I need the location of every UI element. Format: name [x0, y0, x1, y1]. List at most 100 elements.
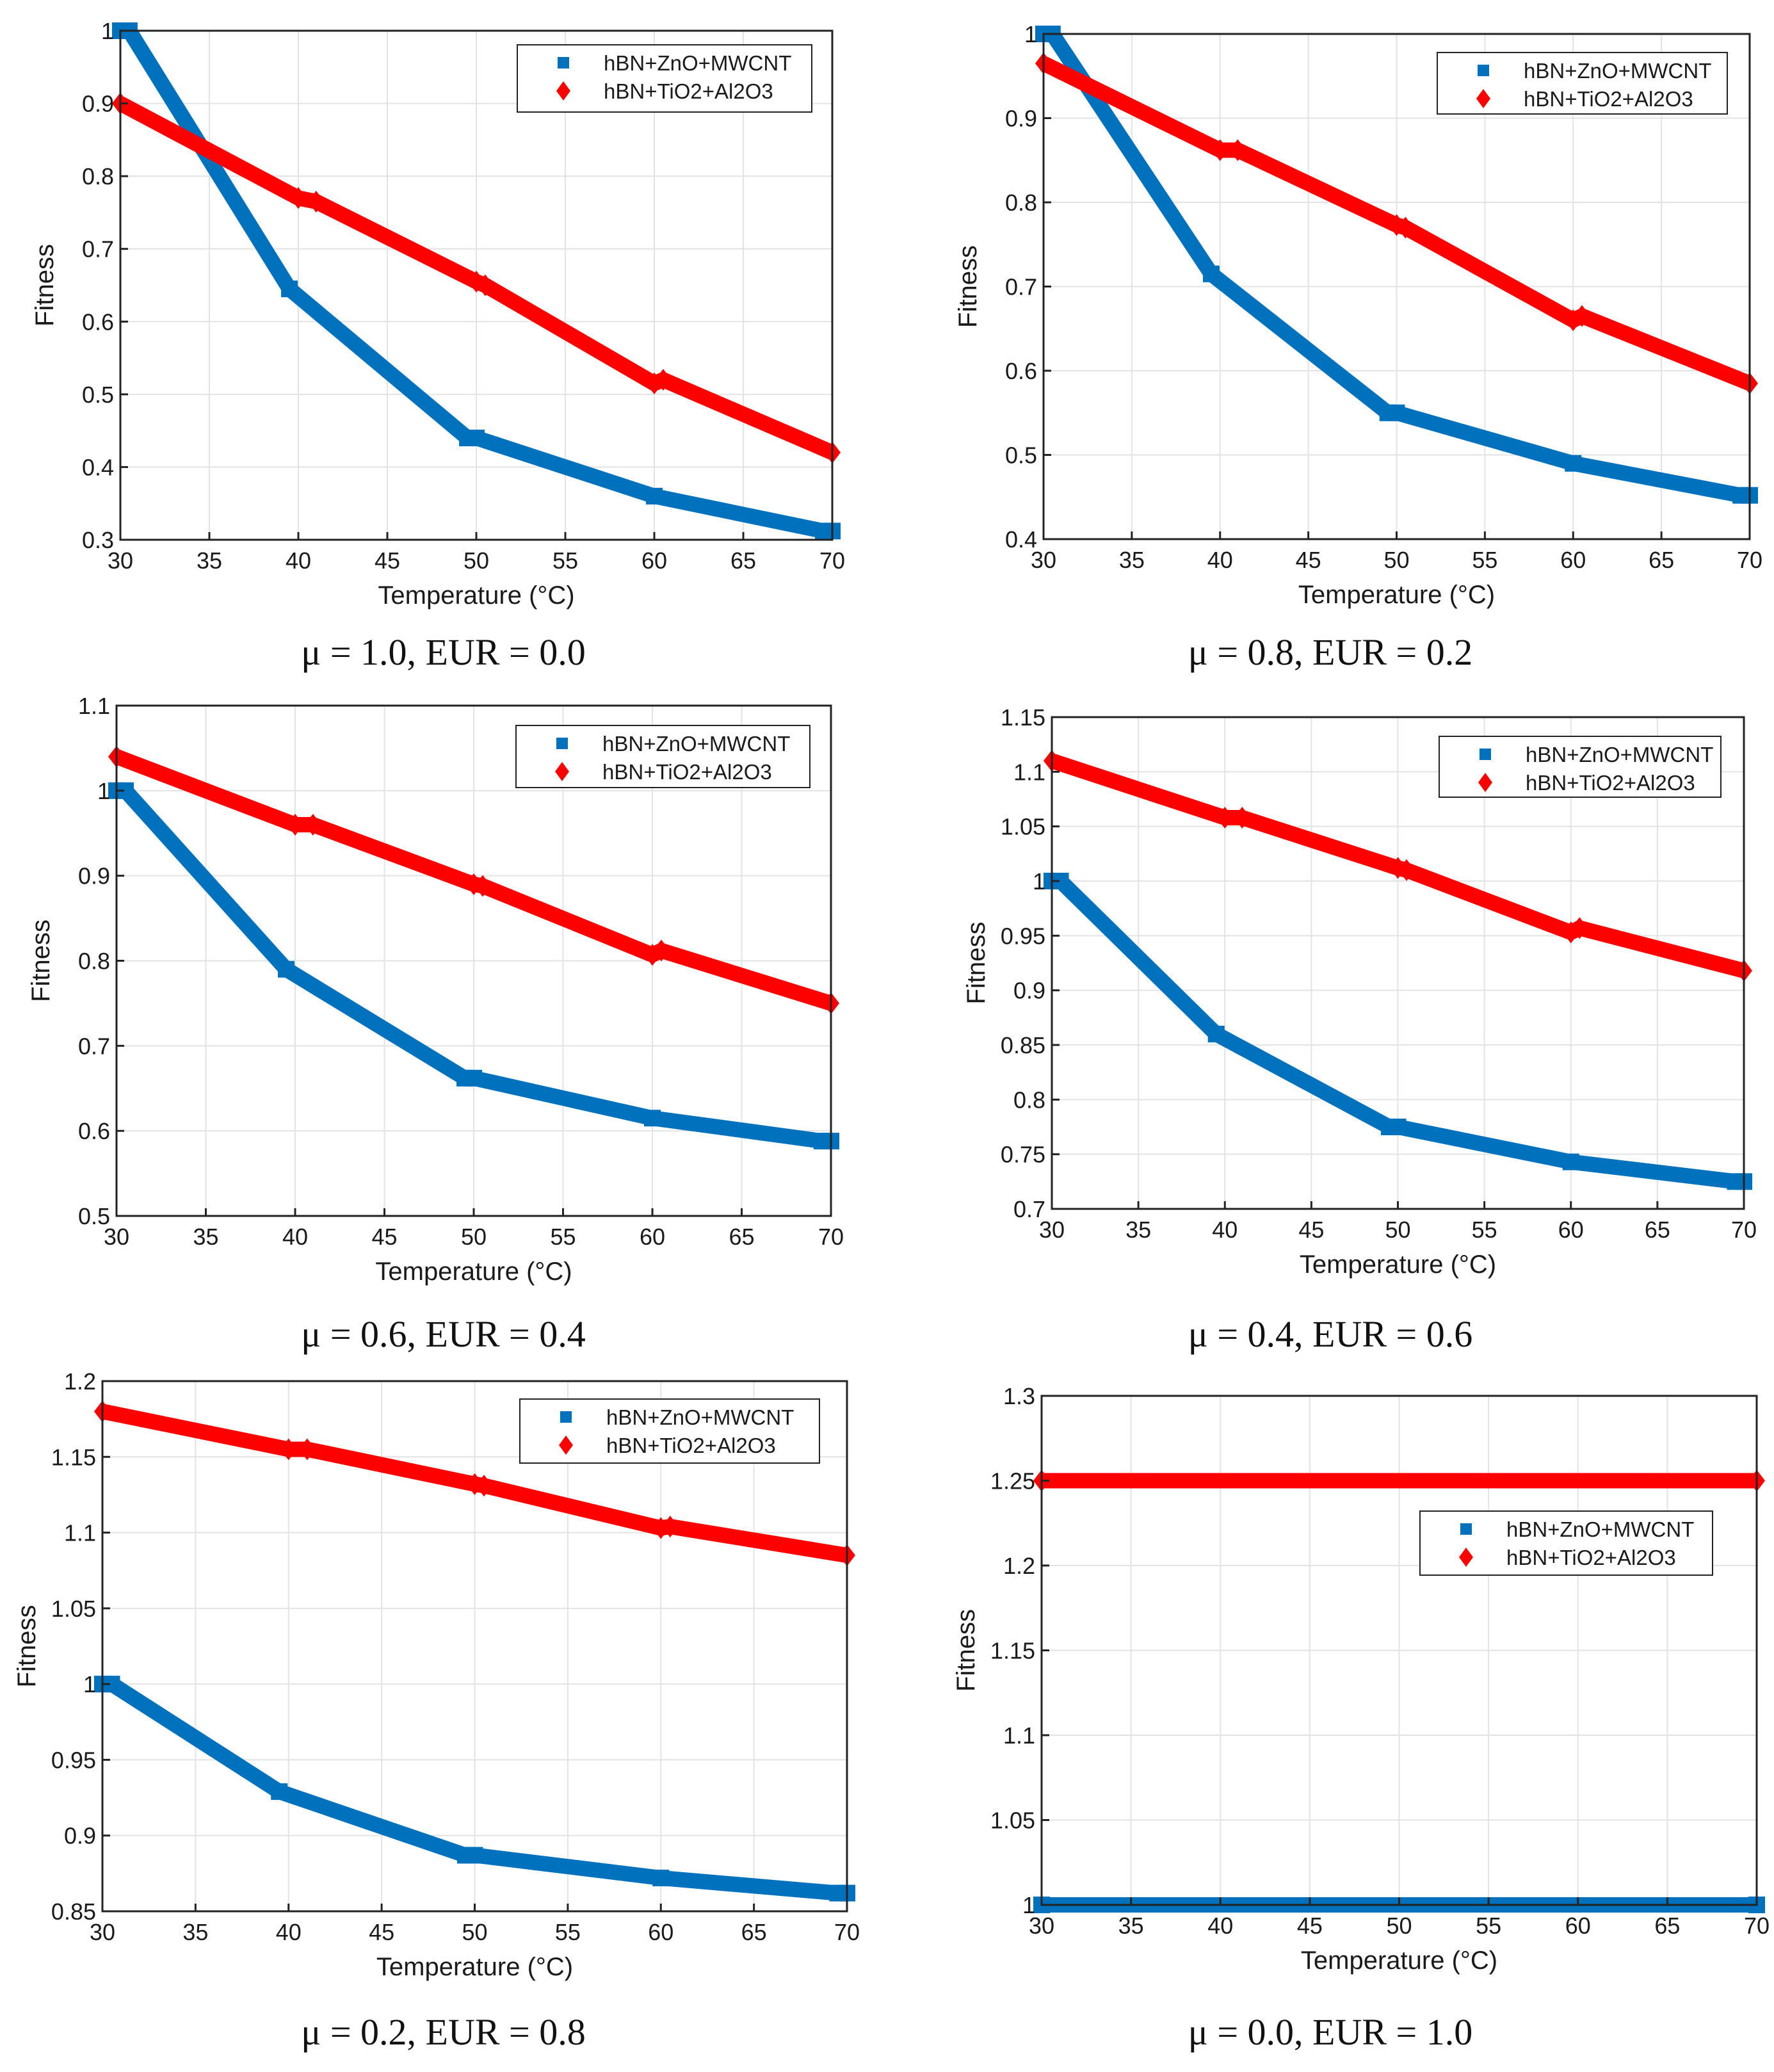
data-point — [304, 813, 321, 836]
legend-label: hBN+TiO2+Al2O3 — [606, 1434, 776, 1457]
data-point — [652, 939, 670, 962]
legend-marker-diamond — [555, 762, 569, 781]
x-tick-label: 50 — [461, 1224, 487, 1250]
x-tick-label: 45 — [1298, 1217, 1324, 1243]
legend-marker-square — [558, 57, 569, 69]
data-point — [1398, 859, 1415, 881]
legend-marker-diamond — [556, 81, 570, 101]
y-tick-label: 0.5 — [78, 1203, 110, 1229]
chart-caption-1: μ = 1.0, EUR = 0.0 — [301, 631, 586, 673]
x-axis-label: Temperature (°C) — [378, 581, 574, 610]
grid — [1041, 1395, 1757, 1906]
x-axis-label: Temperature (°C) — [376, 1953, 573, 1981]
y-tick-label: 1.25 — [990, 1468, 1035, 1494]
data-point — [476, 1475, 493, 1497]
chart-panel-1: 30 35 40 45 50 55 60 65 70 0.3 0.4 0.5 0.6 0.7 0.8 0.9 1… — [0, 0, 887, 688]
y-tick-label: 0.5 — [1005, 442, 1037, 469]
x-tick-label: 30 — [90, 1919, 115, 1945]
y-tick-label: 0.7 — [82, 236, 114, 263]
legend-label: hBN+ZnO+MWCNT — [604, 51, 791, 75]
legend: hBN+ZnO+MWCNT hBN+TiO2+Al2O3 — [1437, 52, 1728, 115]
y-tick-label: 0.85 — [51, 1898, 96, 1925]
y-tick-label: 0.6 — [82, 309, 114, 335]
x-tick-label: 65 — [1654, 1913, 1680, 1939]
chart-plot-5: 30 35 40 45 50 55 60 65 70 0.85 0.9 0.95 1 1.05 1.1 1.1… — [13, 1368, 860, 1981]
y-tick-label: 1 — [1022, 1892, 1035, 1918]
x-tick-label: 55 — [555, 1919, 581, 1945]
data-point — [271, 1783, 288, 1801]
data-point — [466, 1847, 483, 1864]
data-point — [661, 1516, 679, 1538]
legend: hBN+ZnO+MWCNT hBN+TiO2+Al2O3 — [519, 1398, 820, 1464]
chart-panel-6: 30 35 40 45 50 55 60 65 70 1 1.05 1.1 1.15 1.2 1.25 1.3… — [887, 1370, 1774, 2072]
legend-label: hBN+TiO2+Al2O3 — [1524, 87, 1693, 111]
x-tick-label: 65 — [741, 1919, 767, 1945]
legend: hBN+ZnO+MWCNT hBN+TiO2+Al2O3 — [517, 44, 812, 113]
data-point — [1234, 807, 1251, 829]
chart-caption-2: μ = 0.8, EUR = 0.2 — [1188, 631, 1473, 673]
y-tick-label: 0.9 — [78, 863, 110, 889]
chart-panel-3: 30 35 40 45 50 55 60 65 70 0.5 0.6 0.7 0.8 0.9 1 1.1 Tem… — [0, 688, 887, 1370]
legend-label: hBN+ZnO+MWCNT — [1526, 743, 1713, 766]
data-point — [280, 1438, 297, 1461]
data-point — [474, 875, 491, 897]
legend-label: hBN+ZnO+MWCNT — [1524, 59, 1711, 83]
chart-panel-2: 30 35 40 45 50 55 60 65 70 0.4 0.5 0.6 0.7 0.8 0.9 1 Tem… — [887, 0, 1774, 688]
y-tick-label: 0.6 — [1005, 358, 1037, 384]
x-tick-label: 65 — [730, 547, 756, 574]
y-tick-label: 0.7 — [1005, 274, 1037, 300]
x-axis-label: Temperature (°C) — [375, 1258, 572, 1286]
y-tick-label: 0.8 — [78, 948, 110, 975]
data-point — [1397, 216, 1414, 239]
chart-plot-3: 30 35 40 45 50 55 60 65 70 0.5 0.6 0.7 0.8 0.9 1 1.1 Tem… — [27, 693, 844, 1286]
x-tick-label: 70 — [1737, 547, 1762, 573]
y-axis-label: Fitness — [954, 245, 982, 328]
data-point — [1202, 265, 1220, 282]
x-tick-label: 35 — [1125, 1217, 1151, 1243]
legend: hBN+ZnO+MWCNT hBN+TiO2+Al2O3 — [515, 725, 810, 788]
chart-caption-3: μ = 0.6, EUR = 0.4 — [301, 1313, 586, 1355]
y-tick-label: 0.8 — [1005, 190, 1037, 216]
x-tick-label: 50 — [1386, 1913, 1412, 1939]
chart-caption-6: μ = 0.0, EUR = 1.0 — [1188, 2011, 1473, 2053]
x-tick-label: 30 — [1039, 1217, 1065, 1243]
y-tick-label: 1 — [1033, 868, 1045, 894]
data-point — [476, 274, 494, 296]
x-tick-label: 35 — [193, 1224, 218, 1250]
y-tick-label: 1.2 — [64, 1368, 96, 1395]
x-tick-label: 40 — [286, 547, 311, 574]
y-tick-label: 0.5 — [82, 382, 114, 408]
x-tick-label: 55 — [1472, 547, 1497, 573]
x-tick-label: 45 — [1296, 547, 1321, 573]
x-tick-label: 70 — [818, 1224, 844, 1250]
legend-box — [519, 1398, 820, 1464]
legend-marker-square — [1460, 1523, 1472, 1535]
y-tick-label: 1.05 — [51, 1596, 96, 1622]
x-tick-label: 40 — [276, 1919, 302, 1945]
chart-panel-5: 30 35 40 45 50 55 60 65 70 0.85 0.9 0.95 1 1.05 1.1 1.1… — [0, 1368, 887, 2072]
legend-box — [1419, 1510, 1713, 1576]
chart-panel-4: 30 35 40 45 50 55 60 65 70 0.7 0.75 0.8 0.85 0.9 0.95 1… — [887, 688, 1774, 1370]
y-tick-label: 1.15 — [51, 1444, 96, 1470]
legend-marker-square — [1478, 65, 1489, 76]
y-tick-label: 1 — [101, 18, 114, 44]
chart-caption-4: μ = 0.4, EUR = 0.6 — [1188, 1313, 1473, 1355]
data-point — [1562, 1153, 1579, 1170]
x-tick-label: 70 — [834, 1919, 860, 1945]
x-tick-label: 70 — [1731, 1217, 1757, 1243]
legend-marker-square — [560, 1411, 572, 1423]
y-axis-label: Fitness — [27, 919, 55, 1002]
data-point — [1565, 455, 1582, 472]
x-tick-label: 60 — [648, 1919, 673, 1945]
legend: hBN+ZnO+MWCNT hBN+TiO2+Al2O3 — [1439, 736, 1722, 798]
legend-label: hBN+TiO2+Al2O3 — [1526, 771, 1695, 795]
x-axis-label: Temperature (°C) — [1298, 581, 1495, 609]
data-point — [287, 813, 303, 836]
y-tick-label: 0.3 — [82, 527, 114, 553]
data-point — [646, 487, 663, 505]
data-point — [1229, 139, 1246, 161]
x-tick-label: 60 — [641, 547, 667, 574]
x-tick-label: 70 — [1744, 1913, 1770, 1939]
legend-label: hBN+ZnO+MWCNT — [602, 732, 790, 756]
y-tick-label: 1 — [1024, 21, 1037, 47]
